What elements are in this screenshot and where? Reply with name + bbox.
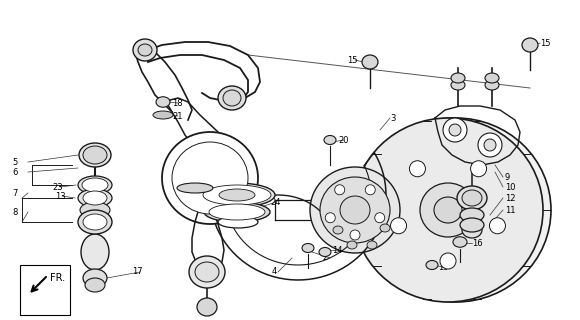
Ellipse shape <box>83 146 107 164</box>
Ellipse shape <box>434 197 462 223</box>
Ellipse shape <box>83 191 107 205</box>
Ellipse shape <box>78 189 112 207</box>
Text: 17: 17 <box>132 268 143 276</box>
Ellipse shape <box>80 202 110 218</box>
Text: 12: 12 <box>505 194 516 203</box>
Circle shape <box>409 161 426 177</box>
Ellipse shape <box>162 132 258 224</box>
Ellipse shape <box>218 86 246 110</box>
Ellipse shape <box>82 178 108 192</box>
Ellipse shape <box>324 135 336 145</box>
Ellipse shape <box>83 269 107 287</box>
Text: 22: 22 <box>175 182 186 191</box>
Ellipse shape <box>333 226 343 234</box>
Ellipse shape <box>485 80 499 90</box>
Ellipse shape <box>453 237 467 247</box>
Text: 10: 10 <box>505 182 516 191</box>
Ellipse shape <box>133 39 157 61</box>
Ellipse shape <box>426 260 438 269</box>
Ellipse shape <box>218 216 258 228</box>
Ellipse shape <box>172 142 248 214</box>
Ellipse shape <box>204 202 270 222</box>
Ellipse shape <box>451 80 465 90</box>
Ellipse shape <box>460 208 484 222</box>
Ellipse shape <box>319 247 331 257</box>
Ellipse shape <box>310 167 400 253</box>
Circle shape <box>484 139 496 151</box>
Text: 15: 15 <box>540 38 550 47</box>
Ellipse shape <box>85 278 105 292</box>
Ellipse shape <box>203 185 271 205</box>
Text: 3: 3 <box>390 114 396 123</box>
Ellipse shape <box>340 196 370 224</box>
Text: 6: 6 <box>12 167 17 177</box>
Circle shape <box>443 118 467 142</box>
Ellipse shape <box>302 244 314 252</box>
Ellipse shape <box>223 90 241 106</box>
Ellipse shape <box>457 186 487 210</box>
Circle shape <box>478 133 502 157</box>
Circle shape <box>490 218 505 234</box>
Ellipse shape <box>189 256 225 288</box>
Ellipse shape <box>197 298 217 316</box>
Ellipse shape <box>79 143 111 167</box>
Ellipse shape <box>78 210 112 234</box>
Text: 14: 14 <box>332 245 343 254</box>
Text: 16: 16 <box>472 238 483 247</box>
Ellipse shape <box>460 218 484 232</box>
Text: FR.: FR. <box>50 273 65 283</box>
Text: 11: 11 <box>505 205 516 214</box>
Circle shape <box>375 213 385 223</box>
Ellipse shape <box>156 97 170 107</box>
Circle shape <box>440 253 456 269</box>
Circle shape <box>325 213 335 223</box>
Ellipse shape <box>367 241 377 249</box>
Ellipse shape <box>485 73 499 83</box>
Circle shape <box>365 185 375 195</box>
Ellipse shape <box>451 73 465 83</box>
Ellipse shape <box>353 118 543 302</box>
Text: 4: 4 <box>272 268 277 276</box>
Text: 13: 13 <box>55 191 66 201</box>
Ellipse shape <box>138 44 152 56</box>
Text: 24: 24 <box>270 197 281 206</box>
Text: 7: 7 <box>12 188 17 197</box>
Text: 1: 1 <box>238 178 243 187</box>
Ellipse shape <box>195 262 219 282</box>
Circle shape <box>350 230 360 240</box>
Ellipse shape <box>362 55 378 69</box>
Text: 23: 23 <box>52 182 63 191</box>
Ellipse shape <box>78 176 112 194</box>
Circle shape <box>335 185 345 195</box>
Text: 15: 15 <box>347 55 357 65</box>
Text: 9: 9 <box>505 172 510 181</box>
Ellipse shape <box>347 241 357 249</box>
Text: 20: 20 <box>338 135 349 145</box>
Ellipse shape <box>361 118 551 302</box>
Ellipse shape <box>209 204 265 220</box>
Circle shape <box>390 218 407 234</box>
Text: 8: 8 <box>12 207 17 217</box>
Text: 2: 2 <box>322 253 327 262</box>
Ellipse shape <box>83 214 107 230</box>
Circle shape <box>470 161 487 177</box>
Text: 18: 18 <box>172 99 183 108</box>
Ellipse shape <box>522 38 538 52</box>
Ellipse shape <box>81 234 109 270</box>
Ellipse shape <box>320 177 390 243</box>
Text: 5: 5 <box>12 157 17 166</box>
Ellipse shape <box>177 183 213 193</box>
Text: 19: 19 <box>438 262 448 271</box>
Ellipse shape <box>153 111 173 119</box>
Ellipse shape <box>199 183 275 207</box>
Bar <box>20 265 70 315</box>
Text: 21: 21 <box>172 111 183 121</box>
Ellipse shape <box>462 222 482 238</box>
Ellipse shape <box>462 190 482 206</box>
Ellipse shape <box>219 189 255 201</box>
Circle shape <box>449 124 461 136</box>
Ellipse shape <box>420 183 476 237</box>
Ellipse shape <box>380 224 390 232</box>
